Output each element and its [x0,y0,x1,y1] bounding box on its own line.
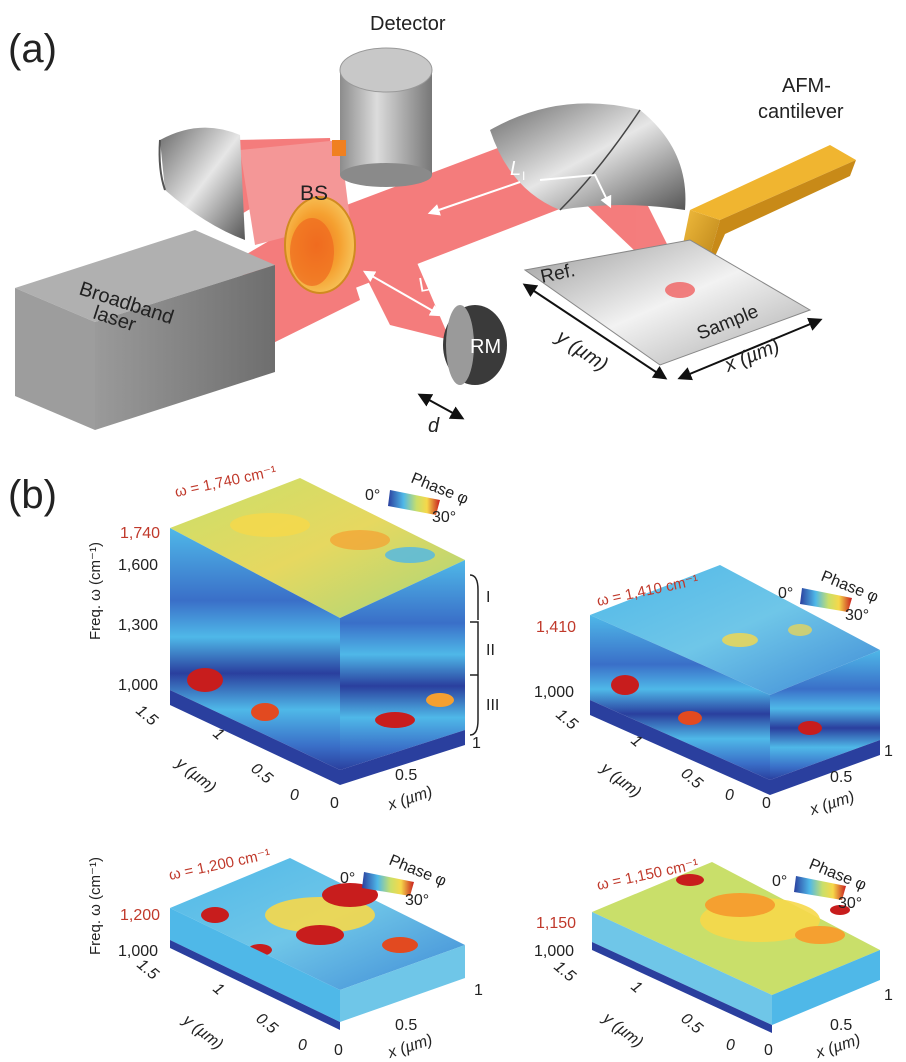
li-label: L [510,158,521,180]
block-1200: ω = 1,200 cm⁻¹ 1,200 1,000 Freq. ω (cm⁻¹… [87,846,483,1062]
panel-b-label: (b) [8,473,57,517]
x-tick-2-1: 1 [884,743,893,760]
sample-plate: Ref. Sample y (µm) x (µm) [522,239,823,381]
y-tick-1-15: 1.5 [132,702,160,729]
y-tick-1-0: 0 [290,787,299,804]
lr-sub-label: R [435,286,444,301]
x-tick-1-05: 0.5 [395,767,417,784]
y-tick-1-1: 1 [209,725,227,744]
phase-max-4: 30° [838,895,862,912]
x-axis-label-2: x (µm) [807,789,857,820]
x-tick-4-1: 1 [884,987,893,1004]
right-face [340,560,465,770]
panel-a: (a) Broadband laser [8,13,856,437]
y-tick-2-15: 1.5 [552,706,580,733]
x-axis-label-a: x (µm) [721,335,783,377]
x-tick-2-05: 0.5 [830,769,852,786]
phase-legend-1: Phase φ 0° 30° [365,470,471,526]
freq-tick-1000-b3: 1,000 [118,943,158,960]
right-parabolic-mirror [490,103,686,211]
front-face [170,528,340,770]
freq-axis-label-3: Freq. ω (cm⁻¹) [87,857,104,955]
x-tick-4-05: 0.5 [830,1017,852,1034]
phase-max-2: 30° [845,607,869,624]
x-tick-3-05: 0.5 [395,1017,417,1034]
band-label-iii: III [486,697,499,714]
x-tick-1-1: 1 [472,735,481,752]
beam-bs-to-parabolic [320,132,570,290]
y-tick-2-0: 0 [725,787,734,804]
y-tick-1-05: 0.5 [247,760,275,787]
y-tick-4-05: 0.5 [677,1010,705,1037]
laser-focus-spot [665,282,695,298]
phase-min-2: 0° [778,585,793,602]
panel-b: (b) ω = 1,740 cm⁻¹ 1,740 1,600 1,300 1,0… [8,463,893,1062]
broadband-laser: Broadband laser [15,230,275,430]
y-axis-label-2: y (µm) [597,759,644,801]
phase-max-1: 30° [432,509,456,526]
freq-tick-1410-top: 1,410 [536,619,576,636]
detector-label: Detector [370,13,446,35]
freq-tick-1000: 1,000 [118,677,158,694]
x-axis-label-4: x (µm) [813,1032,863,1062]
phase-min-3: 0° [340,870,355,887]
x-tick-1-0: 0 [330,795,339,812]
y-axis-label-3: y (µm) [179,1011,226,1053]
reference-mirror: RM d [417,305,507,437]
phase-max-3: 30° [405,892,429,909]
x-tick-3-1: 1 [474,982,483,999]
left-parabolic-mirror [158,127,245,240]
y-tick-3-05: 0.5 [252,1010,280,1037]
block-1740: ω = 1,740 cm⁻¹ 1,740 1,600 1,300 1,000 F… [87,463,499,814]
y-tick-4-15: 1.5 [550,958,578,985]
freq-tick-1150-top: 1,150 [536,915,576,932]
freq-tick-1000-b4: 1,000 [534,943,574,960]
y-axis-label-1: y (µm) [172,754,219,796]
lr-label: L [417,273,432,297]
x-tick-3-0: 0 [334,1042,343,1059]
bs-label: BS [300,182,328,205]
freq-axis-label-1: Freq. ω (cm⁻¹) [87,542,104,640]
d-label: d [428,415,440,437]
freq-tick-1200-top: 1,200 [120,907,160,924]
block-1150: ω = 1,150 cm⁻¹ 1,150 1,000 Phase φ 0° 30… [534,856,893,1062]
detector-chip-icon [332,140,346,156]
top-face [170,478,465,618]
afm-label-line1: AFM- [782,75,831,97]
x-tick-2-0: 0 [762,795,771,812]
phase-min-4: 0° [772,873,787,890]
afm-label-line2: cantilever [758,101,844,123]
x-tick-4-0: 0 [764,1042,773,1059]
y-tick-4-0: 0 [726,1037,735,1054]
y-tick-4-1: 1 [627,978,645,997]
y-tick-3-15: 1.5 [133,956,161,983]
freq-tick-1600: 1,600 [118,557,158,574]
phase-legend-4: Phase φ 0° 30° [772,856,869,912]
rm-label: RM [470,336,501,358]
x-axis-label-1: x (µm) [385,784,435,815]
freq-tick-1740-top: 1,740 [120,525,160,542]
phase-min-1: 0° [365,487,380,504]
y-tick-3-1: 1 [209,980,227,999]
li-sub-label: I [522,169,525,183]
li-arrow: L I [427,158,612,216]
y-axis-label-a: y (µm) [551,325,612,376]
freq-tick-1000-b2: 1,000 [534,684,574,701]
beam-splitter: BS [284,182,356,294]
band-label-ii: II [486,642,495,659]
y-tick-3-0: 0 [298,1037,307,1054]
y-tick-2-05: 0.5 [677,765,705,792]
block-1410: ω = 1,410 cm⁻¹ 1,410 1,000 Phase φ 0° 30… [534,565,893,819]
panel-a-label: (a) [8,27,57,71]
freq-tick-1300: 1,300 [118,617,158,634]
detector: Detector [332,13,446,187]
y-tick-2-1: 1 [627,732,645,751]
y-axis-label-4: y (µm) [599,1009,646,1051]
afm-cantilever: AFM- cantilever [676,75,856,290]
band-label-i: I [486,589,490,606]
lr-arrow: L R [362,270,444,317]
x-axis-label-3: x (µm) [385,1032,435,1062]
